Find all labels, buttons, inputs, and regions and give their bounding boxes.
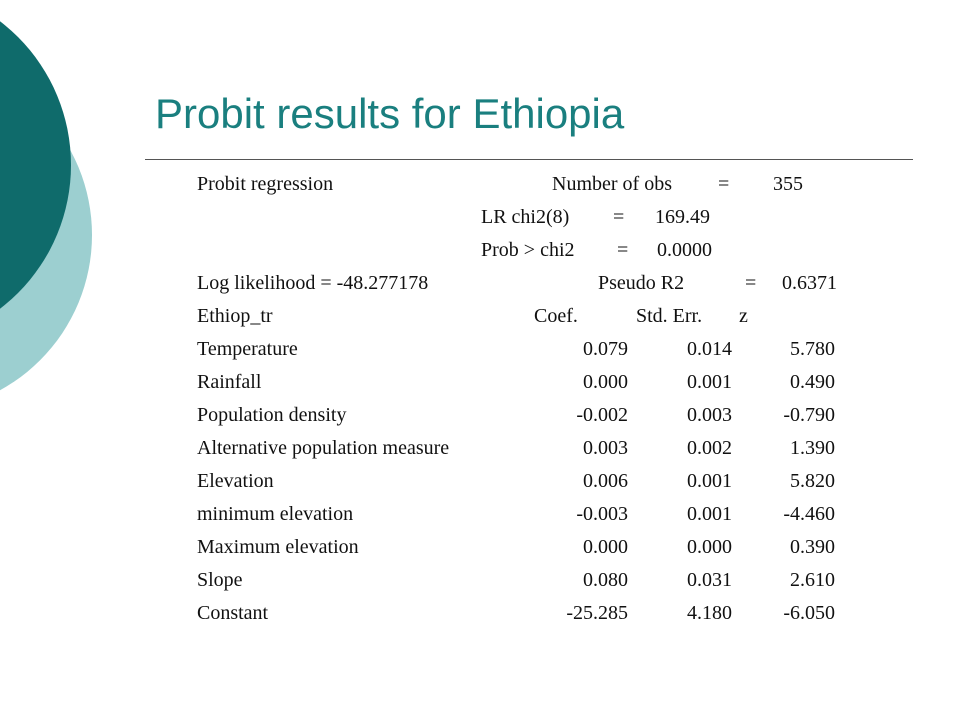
z-value: 0.390 (790, 536, 835, 558)
z-value: 2.610 (790, 569, 835, 591)
nobs-label: Number of obs (552, 173, 672, 195)
column-header-coef: Coef. (534, 305, 578, 327)
coef-value: 0.003 (583, 437, 628, 459)
pseudo-r2-value: 0.6371 (782, 273, 837, 293)
pseudo-r2-eq: = (745, 272, 757, 294)
decorative-circles (0, 21, 92, 391)
variable-name: Maximum elevation (197, 536, 359, 558)
prob-chi2-value: 0.0000 (657, 239, 712, 261)
coef-value: -25.285 (566, 602, 628, 624)
std-err-value: 0.001 (687, 470, 732, 492)
coef-value: 0.080 (583, 569, 628, 591)
z-value: -6.050 (783, 602, 835, 624)
std-err-value: 4.180 (687, 602, 732, 624)
variable-name: Population density (197, 404, 347, 426)
column-header-dependent: Ethiop_tr (197, 305, 273, 327)
std-err-value: 0.001 (687, 371, 732, 393)
variable-name: minimum elevation (197, 503, 354, 525)
pseudo-r2-label: Pseudo R2 (598, 272, 685, 294)
variable-name: Slope (197, 569, 243, 591)
dark-teal-circle (0, 21, 71, 309)
nobs-eq: = (718, 173, 730, 195)
log-likelihood: Log likelihood = -48.277178 (197, 272, 429, 294)
prob-chi2-label: Prob > chi2 (481, 239, 575, 261)
lr-chi2-label: LR chi2(8) (481, 206, 570, 228)
variable-name: Constant (197, 602, 269, 624)
coef-value: -0.002 (576, 404, 628, 426)
title-divider (145, 159, 913, 160)
z-value: 1.390 (790, 437, 835, 459)
lr-chi2-eq: = (613, 206, 625, 228)
z-value: -0.790 (783, 404, 835, 426)
column-header-z: z (739, 305, 748, 327)
lr-chi2-value: 169.49 (655, 206, 710, 228)
nobs-value: 355 (773, 173, 803, 195)
std-err-value: 0.001 (687, 503, 732, 525)
variable-name: Rainfall (197, 371, 262, 393)
coef-value: 0.000 (583, 371, 628, 393)
prob-chi2-eq: = (617, 239, 629, 261)
z-value: 0.490 (790, 371, 835, 393)
coef-value: 0.000 (583, 536, 628, 558)
std-err-value: 0.031 (687, 569, 732, 591)
z-value: 5.780 (790, 338, 835, 360)
slide-title: Probit results for Ethiopia (155, 90, 625, 137)
model-name: Probit regression (197, 173, 334, 195)
std-err-value: 0.003 (687, 404, 732, 426)
coef-value: -0.003 (576, 503, 628, 525)
std-err-value: 0.002 (687, 437, 732, 459)
std-err-value: 0.000 (687, 536, 732, 558)
coef-value: 0.006 (583, 470, 628, 492)
variable-name: Alternative population measure (197, 437, 450, 459)
coef-value: 0.079 (583, 338, 628, 360)
variable-name: Elevation (197, 470, 274, 492)
column-header-std-err: Std. Err. (636, 305, 703, 327)
z-value: -4.460 (783, 503, 835, 525)
variable-name: Temperature (197, 338, 298, 360)
std-err-value: 0.014 (687, 338, 732, 360)
z-value: 5.820 (790, 470, 835, 492)
